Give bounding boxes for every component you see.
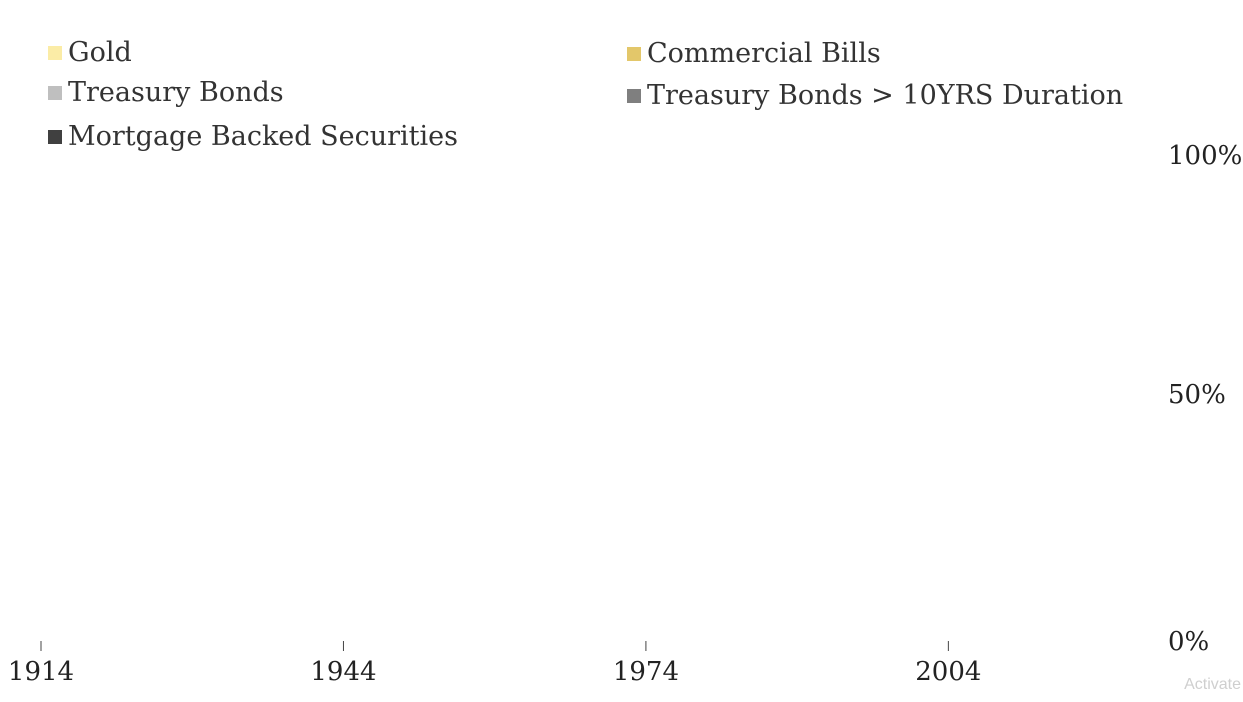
legend-swatch-commercial-bills bbox=[627, 46, 641, 61]
activate-watermark: Activate bbox=[1184, 676, 1241, 693]
legend-swatch-treasury-bonds bbox=[48, 85, 62, 100]
legend-label-commercial-bills: Commercial Bills bbox=[647, 38, 881, 69]
legend-item-commercial-bills: Commercial Bills bbox=[627, 38, 881, 69]
legend-label-gold: Gold bbox=[68, 37, 132, 68]
x-tick-label: 1944 bbox=[310, 657, 376, 687]
legend-item-mbs: Mortgage Backed Securities bbox=[48, 121, 458, 152]
x-axis: 1914 1944 1974 2004 bbox=[8, 641, 981, 687]
y-axis: 0% 50% 100% bbox=[1168, 141, 1242, 657]
legend-item-gold: Gold bbox=[48, 37, 132, 68]
legend-label-treasury-bonds: Treasury Bonds bbox=[68, 77, 284, 108]
y-tick-label: 100% bbox=[1168, 141, 1242, 171]
legend-swatch-treasury-bonds-10yrs bbox=[627, 88, 641, 103]
y-tick-label: 0% bbox=[1168, 627, 1209, 657]
x-tick-label: 1974 bbox=[613, 657, 679, 687]
legend-item-treasury-bonds-10yrs: Treasury Bonds > 10YRS Duration bbox=[627, 80, 1123, 111]
legend-label-mbs: Mortgage Backed Securities bbox=[68, 121, 458, 152]
x-tick-label: 2004 bbox=[915, 657, 981, 687]
legend-swatch-gold bbox=[48, 45, 62, 60]
y-tick-label: 50% bbox=[1168, 380, 1226, 410]
legend-item-treasury-bonds: Treasury Bonds bbox=[48, 77, 284, 108]
x-tick-label: 1914 bbox=[8, 657, 74, 687]
legend-label-treasury-bonds-10yrs: Treasury Bonds > 10YRS Duration bbox=[647, 80, 1124, 111]
legend-swatch-mbs bbox=[48, 129, 62, 144]
